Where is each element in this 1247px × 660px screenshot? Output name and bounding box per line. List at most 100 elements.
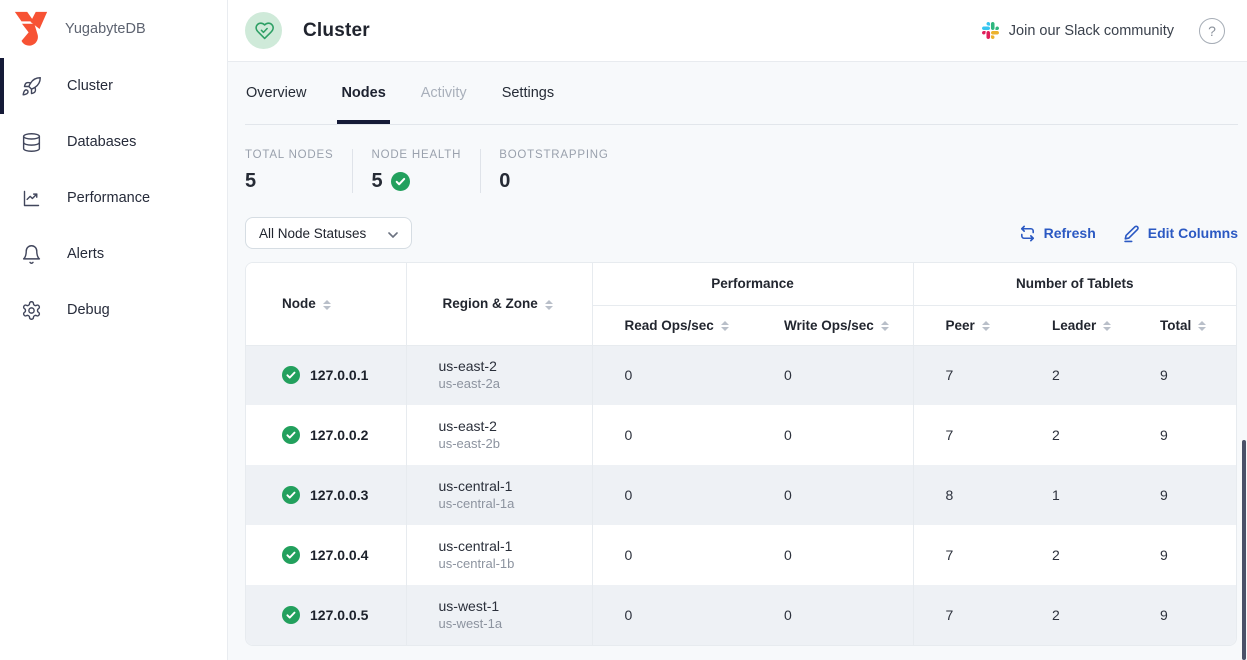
slack-community-link[interactable]: Join our Slack community (981, 22, 1174, 39)
column-group-performance: Performance (592, 263, 914, 306)
write-ops-cell: 0 (752, 525, 914, 585)
write-ops-cell: 0 (752, 345, 914, 405)
cluster-tabs: Overview Nodes Activity Settings (245, 62, 1238, 125)
region-zone-cell: us-west-1 us-west-1a (406, 585, 593, 645)
column-header-total[interactable]: Total (1128, 305, 1236, 346)
stat-total-nodes: TOTAL NODES 5 (245, 149, 352, 193)
leader-tablets-cell: 2 (1052, 427, 1060, 443)
sidebar-item-label: Alerts (67, 246, 105, 262)
zone-name: us-central-1b (438, 556, 515, 572)
sort-arrows-icon (544, 299, 553, 310)
stat-label: BOOTSTRAPPING (499, 149, 609, 161)
stat-bootstrapping: BOOTSTRAPPING 0 (480, 149, 627, 193)
nodes-table: Node Region & Zone Performance Number of… (246, 263, 1236, 645)
table-row[interactable]: 127.0.0.3 us-central-1 us-central-1a 0 0… (246, 465, 1236, 525)
zone-name: us-central-1a (438, 496, 515, 512)
sort-arrows-icon (720, 320, 729, 331)
tab-settings[interactable]: Settings (501, 85, 555, 101)
rocket-icon (21, 76, 42, 97)
read-ops-cell: 0 (624, 547, 633, 563)
check-circle-icon (282, 426, 300, 444)
sidebar-item-databases[interactable]: Databases (0, 114, 227, 170)
pencil-icon (1123, 225, 1139, 242)
column-header-leader[interactable]: Leader (1020, 305, 1129, 346)
region-name: us-central-1 (438, 537, 513, 554)
column-header-read-ops[interactable]: Read Ops/sec (592, 305, 752, 346)
sidebar-item-performance[interactable]: Performance (0, 170, 227, 226)
leader-tablets-cell: 2 (1052, 367, 1060, 384)
node-ip: 127.0.0.3 (310, 487, 369, 503)
check-circle-icon (282, 606, 300, 624)
stat-node-health: NODE HEALTH 5 (352, 149, 480, 193)
stat-value: 5 (245, 170, 257, 192)
stat-value: 5 (371, 170, 461, 193)
total-tablets-cell: 9 (1160, 367, 1168, 384)
edit-columns-label: Edit Columns (1147, 225, 1238, 241)
table-row[interactable]: 127.0.0.1 us-east-2 us-east-2a 0 0 7 2 9 (246, 345, 1236, 405)
sidebar-item-debug[interactable]: Debug (0, 282, 227, 338)
node-cell: 127.0.0.4 (246, 525, 407, 585)
node-ip: 127.0.0.5 (310, 607, 369, 623)
peer-tablets-cell: 7 (945, 427, 954, 443)
page-title: Cluster (303, 19, 370, 41)
total-tablets-cell: 9 (1160, 427, 1168, 443)
edit-columns-button[interactable]: Edit Columns (1122, 224, 1238, 243)
write-ops-cell: 0 (752, 585, 914, 645)
check-circle-icon (282, 486, 300, 504)
sidebar: YugabyteDB Cluster (0, 0, 228, 660)
brand-name: YugabyteDB (65, 21, 146, 37)
region-zone-cell: us-east-2 us-east-2a (406, 345, 593, 405)
sidebar-item-label: Databases (67, 134, 137, 150)
total-tablets-cell: 9 (1160, 487, 1168, 503)
node-cell: 127.0.0.1 (246, 345, 407, 405)
filter-row: All Node Statuses Refresh (245, 217, 1238, 249)
total-tablets-cell: 9 (1160, 547, 1168, 563)
table-row[interactable]: 127.0.0.4 us-central-1 us-central-1b 0 0… (246, 525, 1236, 585)
region-zone-cell: us-east-2 us-east-2b (406, 405, 593, 465)
page-title-group: Cluster (245, 12, 370, 49)
read-ops-cell: 0 (624, 427, 633, 443)
peer-tablets-cell: 7 (945, 367, 954, 384)
zone-name: us-west-1a (438, 616, 503, 632)
bell-icon (21, 244, 42, 265)
node-ip: 127.0.0.4 (310, 547, 369, 563)
column-header-node[interactable]: Node (246, 263, 407, 346)
sidebar-item-alerts[interactable]: Alerts (0, 226, 227, 282)
node-cell: 127.0.0.2 (246, 405, 407, 465)
question-circle-icon[interactable]: ? (1199, 17, 1225, 44)
table-actions: Refresh Edit Columns (1018, 224, 1238, 243)
tab-nodes[interactable]: Nodes (337, 62, 391, 124)
slack-link-label: Join our Slack community (1008, 22, 1174, 39)
region-zone-cell: us-central-1 us-central-1a (406, 465, 593, 525)
write-ops-cell: 0 (752, 465, 914, 525)
brand-logo: YugabyteDB (0, 0, 227, 58)
tab-activity[interactable]: Activity (420, 85, 467, 101)
table-row[interactable]: 127.0.0.5 us-west-1 us-west-1a 0 0 7 2 9 (246, 585, 1236, 645)
refresh-button[interactable]: Refresh (1018, 224, 1096, 243)
read-ops-cell: 0 (624, 607, 633, 623)
topbar: Cluster Join our Slack community ? (228, 0, 1247, 62)
read-ops-cell: 0 (624, 367, 633, 384)
nodes-content: TOTAL NODES 5 NODE HEALTH 5 BOOTSTRAPPIN… (228, 125, 1247, 660)
scrollbar-thumb[interactable] (1242, 440, 1246, 660)
tab-overview[interactable]: Overview (246, 85, 307, 101)
zone-name: us-east-2b (438, 436, 500, 452)
table-row[interactable]: 127.0.0.2 us-east-2 us-east-2b 0 0 7 2 9 (246, 405, 1236, 465)
write-ops-cell: 0 (752, 405, 914, 465)
sort-arrows-icon (1103, 320, 1112, 331)
column-group-tablets: Number of Tablets (913, 263, 1236, 306)
check-circle-icon (390, 172, 410, 191)
slack-icon (981, 22, 999, 39)
sidebar-item-cluster[interactable]: Cluster (0, 58, 227, 114)
column-header-region-zone[interactable]: Region & Zone (406, 263, 593, 346)
yugabyte-logo-icon (14, 11, 48, 46)
leader-tablets-cell: 2 (1052, 607, 1060, 623)
stat-label: NODE HEALTH (371, 149, 462, 161)
column-header-peer[interactable]: Peer (913, 305, 1021, 346)
sidebar-item-label: Debug (67, 302, 110, 318)
nodes-table-card: Node Region & Zone Performance Number of… (245, 262, 1237, 646)
node-status-select[interactable]: All Node Statuses (245, 217, 412, 249)
stat-value: 0 (499, 170, 511, 192)
column-header-write-ops[interactable]: Write Ops/sec (752, 305, 914, 346)
